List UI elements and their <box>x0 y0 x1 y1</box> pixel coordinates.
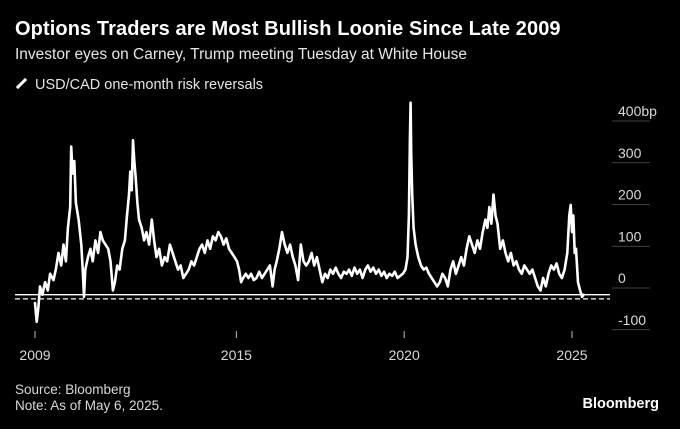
source-note: Source: Bloomberg <box>15 382 131 397</box>
y-tick-label: -100 <box>618 312 646 328</box>
y-tick-label: 0 <box>618 270 626 286</box>
legend-label: USD/CAD one-month risk reversals <box>35 77 264 93</box>
chart-subtitle: Investor eyes on Carney, Trump meeting T… <box>15 46 468 63</box>
bloomberg-logo: Bloomberg <box>582 396 659 412</box>
y-tick-label: 100 <box>618 228 642 244</box>
y-tick-label: 400bp <box>618 103 657 119</box>
footer: Source: Bloomberg Note: As of May 6, 202… <box>15 382 163 414</box>
chart-title: Options Traders are Most Bullish Loonie … <box>15 18 561 40</box>
x-tick-label: 2020 <box>389 347 420 363</box>
y-tick-label: 200 <box>618 187 642 203</box>
x-tick-label: 2025 <box>556 347 587 363</box>
x-tick-label: 2009 <box>19 347 50 363</box>
y-tick-label: 300 <box>618 145 642 161</box>
date-note: Note: As of May 6, 2025. <box>15 398 163 413</box>
x-tick-label: 2015 <box>221 347 252 363</box>
legend: USD/CAD one-month risk reversals <box>15 77 263 93</box>
series-line-usdcad-risk-reversals <box>33 101 585 324</box>
